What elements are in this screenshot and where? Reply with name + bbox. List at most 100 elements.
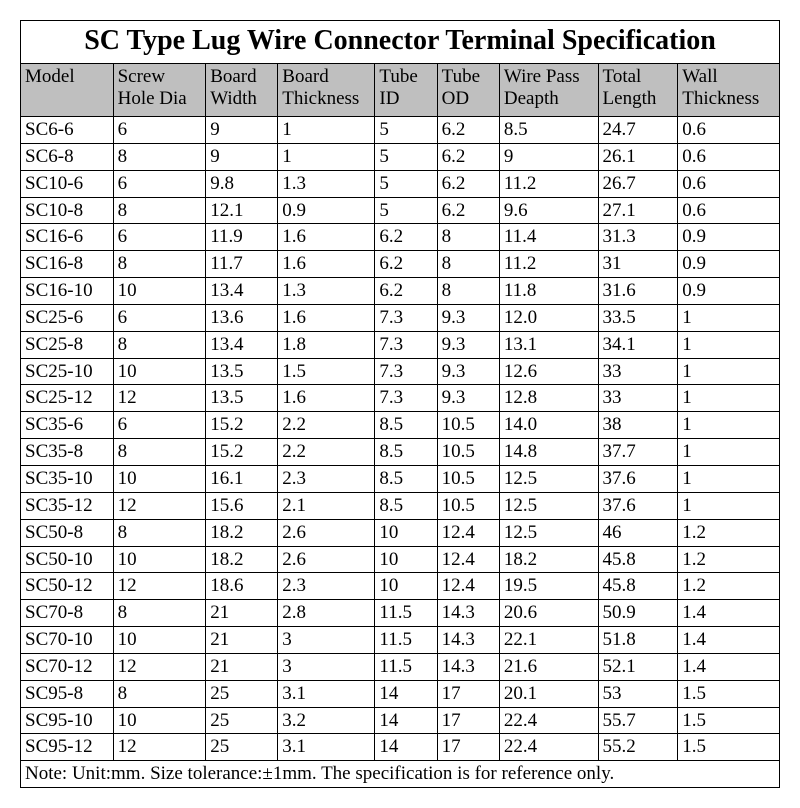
cell: 37.6 bbox=[598, 492, 678, 519]
cell: 37.7 bbox=[598, 439, 678, 466]
cell: 10 bbox=[375, 519, 437, 546]
cell: 8 bbox=[113, 439, 206, 466]
col-tlen: Total Length bbox=[598, 64, 678, 117]
table-row: SC16-101013.41.36.2811.831.60.9 bbox=[21, 278, 780, 305]
cell: SC16-6 bbox=[21, 224, 114, 251]
cell: 8.5 bbox=[375, 492, 437, 519]
cell: 46 bbox=[598, 519, 678, 546]
cell: 9.3 bbox=[437, 385, 499, 412]
table-row: SC16-8811.71.66.2811.2310.9 bbox=[21, 251, 780, 278]
cell: 6.2 bbox=[375, 224, 437, 251]
table-row: SC50-8818.22.61012.412.5461.2 bbox=[21, 519, 780, 546]
cell: 10.5 bbox=[437, 492, 499, 519]
cell: 0.6 bbox=[678, 143, 780, 170]
cell: 25 bbox=[206, 734, 278, 761]
cell: 3 bbox=[278, 627, 375, 654]
cell: 1.4 bbox=[678, 627, 780, 654]
cell: 10.5 bbox=[437, 439, 499, 466]
table-row: SC95-88253.1141720.1531.5 bbox=[21, 680, 780, 707]
cell: 2.3 bbox=[278, 465, 375, 492]
cell: 21 bbox=[206, 653, 278, 680]
cell: 6 bbox=[113, 170, 206, 197]
cell: 3 bbox=[278, 653, 375, 680]
cell: 6 bbox=[113, 224, 206, 251]
cell: 8 bbox=[437, 251, 499, 278]
cell: 14.3 bbox=[437, 653, 499, 680]
cell: 8 bbox=[113, 331, 206, 358]
table-row: SC35-101016.12.38.510.512.537.61 bbox=[21, 465, 780, 492]
cell: 1 bbox=[678, 358, 780, 385]
table-row: SC50-121218.62.31012.419.545.81.2 bbox=[21, 573, 780, 600]
cell: 8 bbox=[437, 224, 499, 251]
cell: 17 bbox=[437, 734, 499, 761]
cell: 12.5 bbox=[499, 519, 598, 546]
cell: 9.3 bbox=[437, 331, 499, 358]
cell: 8 bbox=[437, 278, 499, 305]
cell: 5 bbox=[375, 117, 437, 144]
cell: SC25-12 bbox=[21, 385, 114, 412]
cell: 1.3 bbox=[278, 278, 375, 305]
cell: 0.6 bbox=[678, 117, 780, 144]
cell: 11.8 bbox=[499, 278, 598, 305]
col-bthick: Board Thickness bbox=[278, 64, 375, 117]
cell: 5 bbox=[375, 143, 437, 170]
cell: 18.2 bbox=[206, 519, 278, 546]
cell: 9.3 bbox=[437, 304, 499, 331]
table-row: SC70-101021311.514.322.151.81.4 bbox=[21, 627, 780, 654]
cell: 1.6 bbox=[278, 304, 375, 331]
cell: 11.7 bbox=[206, 251, 278, 278]
cell: 5 bbox=[375, 170, 437, 197]
cell: 12.4 bbox=[437, 573, 499, 600]
cell: SC10-6 bbox=[21, 170, 114, 197]
cell: SC95-10 bbox=[21, 707, 114, 734]
cell: 1.6 bbox=[278, 224, 375, 251]
cell: 26.1 bbox=[598, 143, 678, 170]
cell: 1 bbox=[678, 385, 780, 412]
cell: SC50-12 bbox=[21, 573, 114, 600]
cell: 6 bbox=[113, 117, 206, 144]
cell: 26.7 bbox=[598, 170, 678, 197]
cell: 45.8 bbox=[598, 573, 678, 600]
cell: 6.2 bbox=[437, 117, 499, 144]
cell: SC50-8 bbox=[21, 519, 114, 546]
cell: 22.4 bbox=[499, 707, 598, 734]
cell: 53 bbox=[598, 680, 678, 707]
cell: 11.9 bbox=[206, 224, 278, 251]
cell: SC35-8 bbox=[21, 439, 114, 466]
table-row: SC70-121221311.514.321.652.11.4 bbox=[21, 653, 780, 680]
cell: 0.9 bbox=[278, 197, 375, 224]
cell: 12 bbox=[113, 573, 206, 600]
cell: 15.2 bbox=[206, 439, 278, 466]
cell: 6.2 bbox=[437, 143, 499, 170]
cell: 6 bbox=[113, 412, 206, 439]
table-row: SC95-1010253.2141722.455.71.5 bbox=[21, 707, 780, 734]
cell: 13.6 bbox=[206, 304, 278, 331]
table-body: SC6-669156.28.524.70.6SC6-889156.2926.10… bbox=[21, 117, 780, 761]
cell: 0.9 bbox=[678, 278, 780, 305]
cell: 14 bbox=[375, 734, 437, 761]
cell: 1.5 bbox=[678, 680, 780, 707]
cell: 51.8 bbox=[598, 627, 678, 654]
cell: 15.2 bbox=[206, 412, 278, 439]
cell: 6.2 bbox=[375, 251, 437, 278]
cell: 1.8 bbox=[278, 331, 375, 358]
cell: 2.6 bbox=[278, 519, 375, 546]
cell: 8 bbox=[113, 251, 206, 278]
cell: SC16-10 bbox=[21, 278, 114, 305]
cell: 21 bbox=[206, 600, 278, 627]
cell: 52.1 bbox=[598, 653, 678, 680]
cell: 1.4 bbox=[678, 600, 780, 627]
cell: 33 bbox=[598, 385, 678, 412]
cell: 12.4 bbox=[437, 546, 499, 573]
cell: 1 bbox=[678, 492, 780, 519]
cell: 10 bbox=[113, 278, 206, 305]
table-row: SC10-8812.10.956.29.627.10.6 bbox=[21, 197, 780, 224]
cell: 14.0 bbox=[499, 412, 598, 439]
cell: 10 bbox=[113, 546, 206, 573]
cell: 10.5 bbox=[437, 465, 499, 492]
table-row: SC25-101013.51.57.39.312.6331 bbox=[21, 358, 780, 385]
cell: SC50-10 bbox=[21, 546, 114, 573]
cell: 6.2 bbox=[437, 197, 499, 224]
cell: 1 bbox=[278, 143, 375, 170]
cell: 7.3 bbox=[375, 304, 437, 331]
